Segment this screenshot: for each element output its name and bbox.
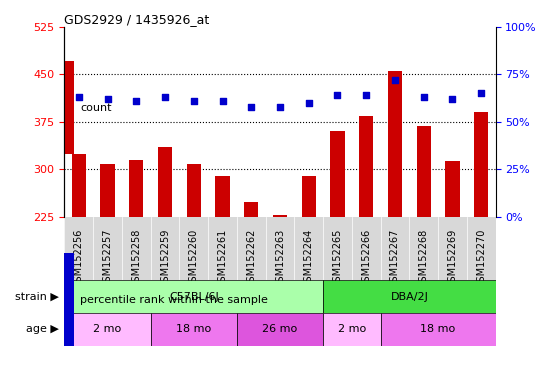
Bar [417,126,431,217]
Point [189,98,198,104]
Bar [158,147,172,217]
Point [74,94,83,100]
Point [132,98,141,104]
Point [161,94,170,100]
Bar [273,215,287,217]
Bar [388,71,402,217]
Bar [474,113,488,217]
Text: 18 mo: 18 mo [421,324,456,334]
Text: GDS2929 / 1435926_at: GDS2929 / 1435926_at [64,13,209,26]
Point [362,92,371,98]
Text: C57BL/6J: C57BL/6J [169,291,218,302]
Bar [64,313,151,346]
Point [390,77,399,83]
Bar [323,313,381,346]
Point [333,92,342,98]
Point [276,104,284,110]
Text: strain ▶: strain ▶ [15,291,59,302]
Bar [64,253,74,346]
Bar [359,116,374,217]
Text: 2 mo: 2 mo [94,324,122,334]
Bar [215,176,230,217]
Text: count: count [80,103,111,113]
Text: DBA/2J: DBA/2J [390,291,428,302]
Point [218,98,227,104]
Text: percentile rank within the sample: percentile rank within the sample [80,295,268,305]
Text: 2 mo: 2 mo [338,324,366,334]
Point [247,104,256,110]
Bar [64,280,323,313]
Bar [445,161,460,217]
Point [419,94,428,100]
Bar [72,154,86,217]
Bar [381,313,496,346]
Bar [129,160,143,217]
Point [477,90,486,96]
Bar [244,202,259,217]
Bar [237,313,323,346]
Bar [151,313,237,346]
Point [448,96,457,102]
Text: 18 mo: 18 mo [176,324,211,334]
Bar [64,61,74,154]
Point [103,96,112,102]
Bar [330,131,345,217]
Text: age ▶: age ▶ [26,324,59,334]
Text: 26 mo: 26 mo [263,324,297,334]
Bar [302,176,316,217]
Bar [323,280,496,313]
Bar [100,164,115,217]
Bar [186,164,201,217]
Point [304,100,313,106]
